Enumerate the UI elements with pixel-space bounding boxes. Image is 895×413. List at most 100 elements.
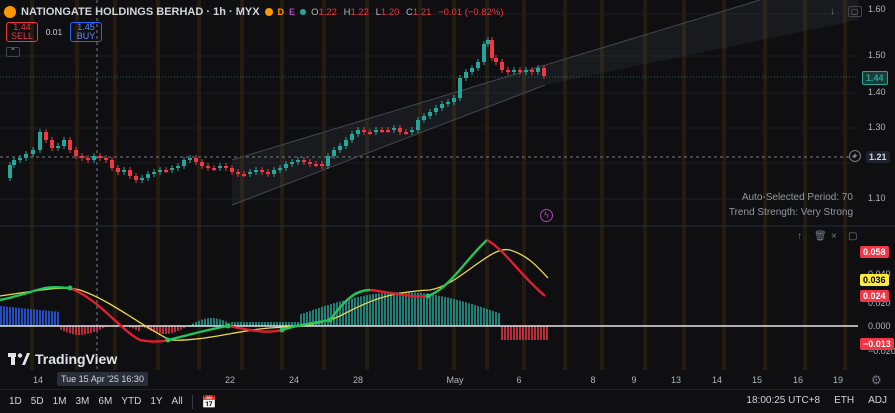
- market-status-icon[interactable]: [264, 8, 273, 16]
- pane-maximize-icon[interactable]: ▢: [848, 231, 858, 242]
- histogram-bar: [246, 322, 248, 326]
- maximize-icon[interactable]: ▢: [848, 6, 862, 17]
- candle-body: [350, 134, 354, 140]
- histogram-bar: [294, 322, 296, 326]
- regression-channel: [232, 0, 858, 205]
- last-price-badge: 1.44: [862, 71, 888, 85]
- session-band: [113, 0, 117, 370]
- range-ytd[interactable]: YTD: [121, 396, 142, 407]
- histogram-bar: [201, 319, 203, 326]
- histogram-bar: [324, 305, 326, 326]
- candle-body: [486, 40, 490, 44]
- histogram-bar: [222, 320, 224, 326]
- histogram-bar: [165, 326, 167, 334]
- session-band: [643, 0, 647, 370]
- histogram-bar: [357, 296, 359, 326]
- candle-body: [86, 158, 90, 160]
- collapse-legend-button[interactable]: ⌃: [6, 47, 20, 57]
- candle-body: [230, 168, 234, 172]
- buy-button[interactable]: 1.45 BUY: [70, 22, 102, 42]
- goto-date-icon[interactable]: 📅: [201, 394, 217, 409]
- indicator-tick: 0.000: [868, 321, 891, 331]
- indicator-badge-red-2: 0.024: [860, 290, 889, 302]
- tradingview-logo[interactable]: TradingView: [8, 351, 117, 367]
- histogram-bar: [468, 303, 470, 326]
- range-1d[interactable]: 1D: [9, 396, 22, 407]
- symbol-title[interactable]: NATIONGATE HOLDINGS BERHAD · 1h · MYX: [21, 6, 260, 18]
- histogram-bar: [168, 326, 170, 334]
- histogram-bar: [54, 311, 56, 326]
- delayed-tag[interactable]: D: [277, 7, 285, 17]
- candle-body: [170, 168, 174, 170]
- indicator-badge-red: 0.058: [860, 246, 889, 258]
- histogram-bar: [285, 322, 287, 326]
- histogram-bar: [498, 312, 500, 326]
- sell-button[interactable]: 1.44 SELL: [6, 22, 38, 42]
- histogram-bar: [0, 306, 2, 326]
- move-up-icon[interactable]: ↑: [797, 231, 802, 242]
- session-band: [522, 0, 526, 370]
- candle-body: [428, 112, 432, 116]
- clock-time[interactable]: 18:00:25 UTC+8: [746, 395, 821, 406]
- histogram-bar: [12, 307, 14, 326]
- session-band: [30, 0, 34, 370]
- candle-body: [440, 104, 444, 108]
- candle-body: [500, 62, 504, 70]
- histogram-bar: [306, 311, 308, 326]
- candle-body: [74, 150, 78, 156]
- histogram-bar: [216, 318, 218, 326]
- time-tick: 15: [751, 375, 763, 385]
- histogram-bar: [78, 326, 80, 335]
- collapse-pane-icon[interactable]: ×: [831, 231, 837, 242]
- histogram-bar: [279, 322, 281, 326]
- indicator-tick: −0.020: [868, 346, 895, 356]
- candle-body: [422, 116, 426, 120]
- histogram-bar: [513, 326, 515, 340]
- candle-body: [290, 162, 294, 164]
- histogram-bar: [75, 326, 77, 335]
- time-tick: May: [446, 375, 464, 385]
- histogram-bar: [27, 308, 29, 326]
- session-band: [240, 0, 244, 370]
- histogram-bar: [243, 322, 245, 326]
- candle-body: [44, 132, 48, 140]
- candle-body: [116, 168, 120, 172]
- candle-body: [56, 146, 60, 148]
- session-band: [803, 0, 807, 370]
- delete-icon[interactable]: 🗑: [814, 231, 827, 242]
- adjust-toggle[interactable]: ADJ: [868, 395, 887, 406]
- range-all[interactable]: All: [171, 396, 183, 407]
- histogram-bar: [240, 322, 242, 326]
- main-line-down: [69, 286, 169, 343]
- session-band: [75, 0, 79, 370]
- range-5d[interactable]: 5D: [30, 396, 44, 407]
- histogram-bar: [180, 326, 182, 330]
- range-6m[interactable]: 6M: [98, 396, 113, 407]
- status-right: 18:00:25 UTC+8 ETH ADJ: [746, 395, 887, 406]
- session-toggle[interactable]: ETH: [834, 395, 855, 406]
- scroll-down-icon[interactable]: ↓: [830, 6, 835, 17]
- main-line-up: [0, 285, 71, 302]
- spread-value: 0.01: [45, 27, 63, 37]
- histogram-bar: [486, 308, 488, 326]
- candle-body: [308, 162, 312, 164]
- range-1m[interactable]: 1M: [52, 396, 67, 407]
- ohlc-open: 1.22: [318, 6, 337, 18]
- earnings-tag[interactable]: E: [289, 7, 296, 17]
- histogram-bar: [156, 326, 158, 334]
- main-line-up: [167, 324, 229, 342]
- add-alert-icon[interactable]: +: [849, 150, 861, 162]
- histogram-bar: [450, 298, 452, 326]
- candle-body: [332, 150, 336, 156]
- range-3m[interactable]: 3M: [75, 396, 90, 407]
- range-1y[interactable]: 1Y: [150, 396, 163, 407]
- candle-body: [398, 128, 402, 132]
- indicator-badge-neg-value: 0.013: [868, 339, 891, 349]
- candle-body: [536, 68, 540, 72]
- candle-body: [464, 72, 468, 78]
- candle-body: [296, 160, 300, 162]
- lightning-event-icon[interactable]: ϟ: [540, 209, 553, 222]
- settings-gear-icon[interactable]: ⚙: [871, 373, 882, 387]
